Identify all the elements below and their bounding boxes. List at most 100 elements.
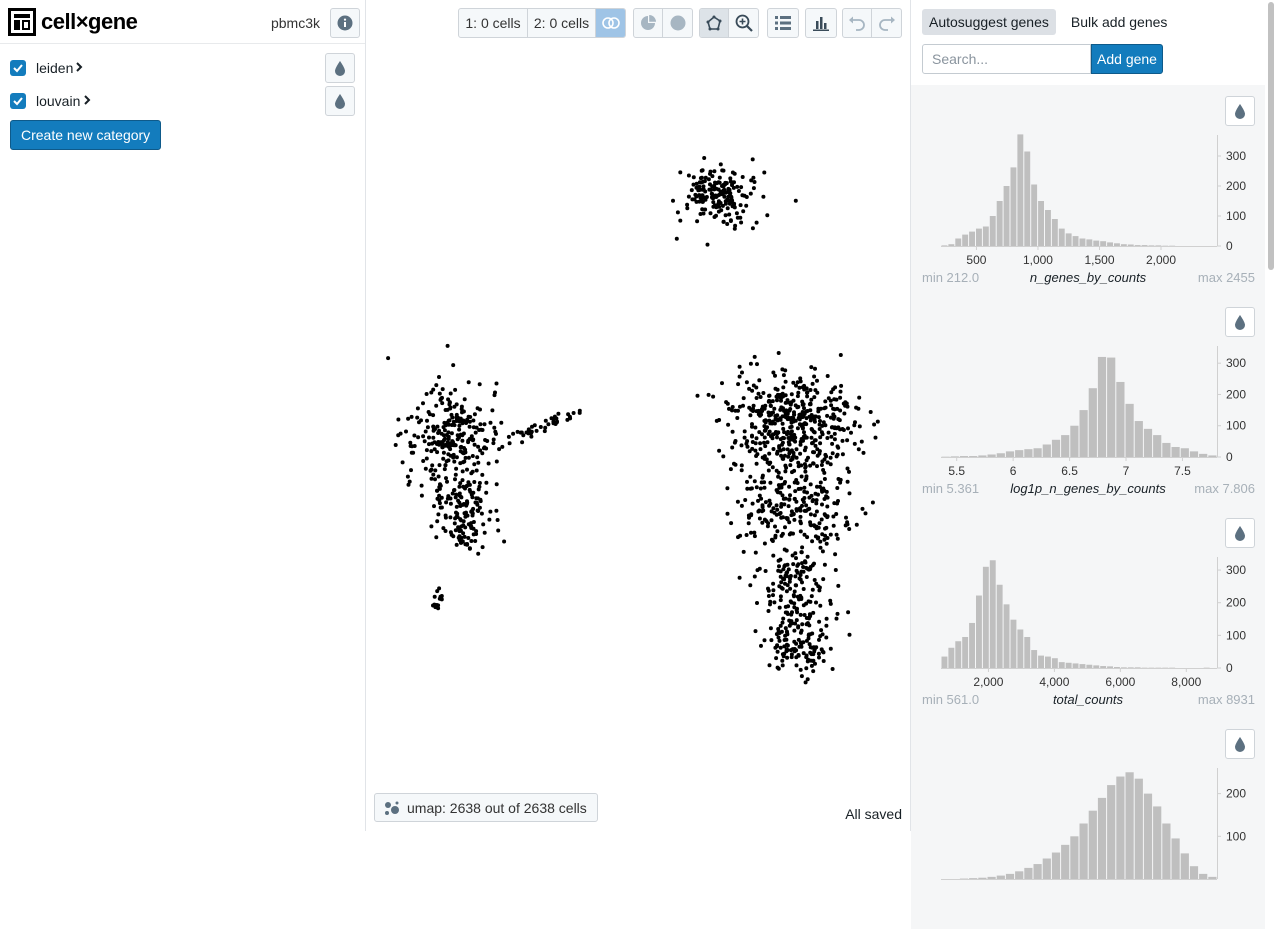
cell-point — [771, 593, 775, 597]
cell-point — [830, 442, 834, 446]
cell-point — [440, 401, 444, 405]
cell-point — [792, 601, 796, 605]
sidebar-header: cell×gene pbmc3k — [0, 0, 365, 44]
cell-point — [744, 204, 748, 208]
zoom-button[interactable] — [729, 9, 758, 37]
centroid-labels-button[interactable] — [768, 9, 798, 37]
info-button[interactable] — [330, 8, 360, 38]
reset-subset-button[interactable] — [663, 9, 692, 37]
cell-point — [795, 610, 799, 614]
histogram-bar — [1153, 806, 1161, 879]
cell-point — [826, 374, 830, 378]
color-by-continuous-button[interactable] — [1225, 96, 1255, 126]
cell-point — [829, 403, 833, 407]
category-checkbox[interactable] — [10, 93, 26, 109]
color-by-louvain-button[interactable] — [325, 86, 355, 116]
histogram-bar — [1208, 877, 1216, 879]
cell-point — [805, 654, 809, 658]
histogram-bar — [1059, 229, 1065, 246]
cell-point — [824, 624, 828, 628]
create-category-button[interactable]: Create new category — [10, 120, 161, 150]
scrollbar-thumb[interactable] — [1268, 2, 1274, 270]
cell-point — [736, 409, 740, 413]
category-row-louvain[interactable]: louvain — [10, 86, 356, 116]
cell-point — [460, 439, 464, 443]
cell-point — [446, 444, 450, 448]
tab-bulk-add-genes[interactable]: Bulk add genes — [1064, 9, 1175, 35]
subset-to-selection-button[interactable] — [634, 9, 663, 37]
cell-point — [737, 189, 741, 193]
cell-point — [754, 441, 758, 445]
color-by-continuous-button[interactable] — [1225, 729, 1255, 759]
cell-point — [832, 501, 836, 505]
cell-point — [495, 482, 499, 486]
cell-point — [435, 489, 439, 493]
cell-point — [818, 419, 822, 423]
cell-point — [473, 443, 477, 447]
cell-point — [783, 480, 787, 484]
cell-point — [467, 380, 471, 384]
cell-point — [546, 422, 550, 426]
cell-point — [786, 583, 790, 587]
cell-point — [794, 583, 798, 587]
color-by-continuous-button[interactable] — [1225, 307, 1255, 337]
cellset-2-button[interactable]: 2: 0 cells — [528, 9, 596, 37]
cell-point — [760, 521, 764, 525]
cell-point — [495, 460, 499, 464]
drop-icon — [1234, 525, 1246, 541]
cell-point — [726, 402, 730, 406]
category-label[interactable]: leiden — [36, 60, 73, 76]
category-label[interactable]: louvain — [36, 93, 80, 109]
y-tick-label: 0 — [1226, 450, 1233, 464]
y-tick-label: 0 — [1226, 661, 1233, 675]
cellset-1-button[interactable]: 1: 0 cells — [459, 9, 528, 37]
cell-point — [456, 499, 460, 503]
gene-search-input[interactable] — [922, 44, 1091, 74]
add-gene-button[interactable]: Add gene — [1091, 44, 1163, 74]
x-tick-label: 5.5 — [948, 464, 965, 478]
category-row-leiden[interactable]: leiden — [10, 53, 356, 83]
cell-point — [822, 650, 826, 654]
cell-point — [795, 663, 799, 667]
redo-button[interactable] — [872, 9, 901, 37]
cell-point — [450, 533, 454, 537]
cell-point — [752, 384, 756, 388]
cell-point — [740, 443, 744, 447]
umap-scatterplot[interactable] — [366, 50, 910, 780]
cell-point — [439, 506, 443, 510]
cell-point — [802, 570, 806, 574]
cell-point — [802, 603, 806, 607]
color-by-continuous-button[interactable] — [1225, 518, 1255, 548]
histogram-bar — [1043, 444, 1051, 457]
chevron-right-icon[interactable] — [74, 61, 84, 76]
color-by-leiden-button[interactable] — [325, 53, 355, 83]
cell-point — [805, 616, 809, 620]
subset-button[interactable] — [596, 9, 625, 37]
drop-icon — [334, 93, 346, 109]
cell-point — [508, 441, 512, 445]
embedding-selector-button[interactable]: umap: 2638 out of 2638 cells — [374, 793, 598, 822]
lasso-button[interactable] — [700, 9, 729, 37]
cell-point — [753, 355, 757, 359]
cell-point — [465, 418, 469, 422]
tab-autosuggest-genes[interactable]: Autosuggest genes — [922, 9, 1056, 35]
cell-point — [836, 584, 840, 588]
cell-point — [818, 427, 822, 431]
cell-point — [465, 499, 469, 503]
cell-point — [819, 628, 823, 632]
chevron-right-icon[interactable] — [82, 94, 92, 109]
cell-point — [750, 447, 754, 451]
cell-point — [768, 481, 772, 485]
histogram-button[interactable] — [806, 9, 836, 37]
category-checkbox[interactable] — [10, 60, 26, 76]
info-icon — [337, 15, 353, 31]
drop-icon — [334, 60, 346, 76]
cell-point — [833, 432, 837, 436]
undo-button[interactable] — [843, 9, 872, 37]
cell-point — [813, 367, 817, 371]
cell-point — [791, 647, 795, 651]
